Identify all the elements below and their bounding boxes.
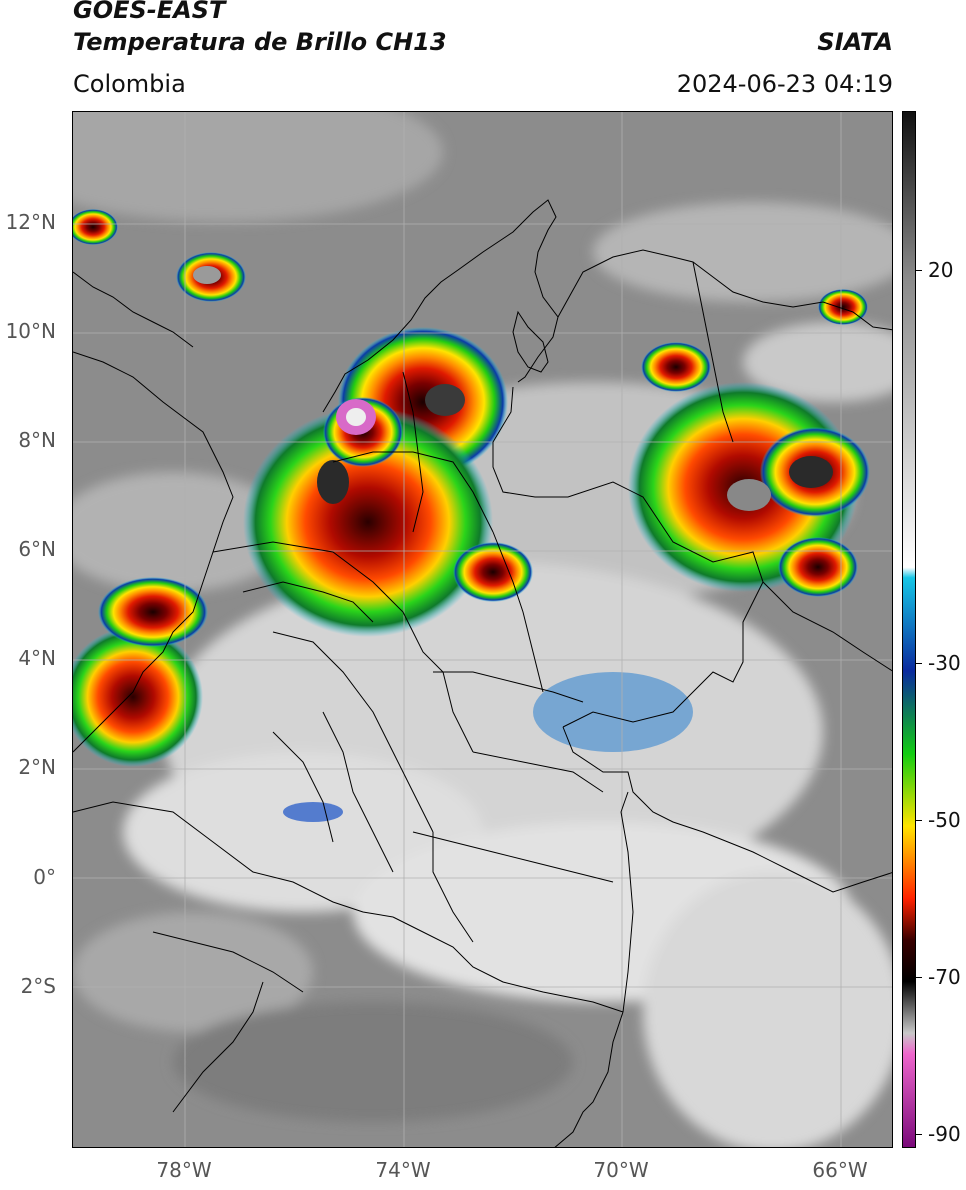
temperature-colorbar <box>902 111 916 1148</box>
peru-inner <box>172 981 264 1113</box>
peru-colombia-border <box>392 916 624 1013</box>
lat-label-4n: 4°N <box>18 646 56 670</box>
caribbean-coastline <box>322 199 559 413</box>
lat-label-10n: 10°N <box>5 319 56 343</box>
cold-cloud-tops <box>193 266 833 511</box>
lon-label-74w: 74°W <box>375 1158 431 1182</box>
dept-line-5 <box>402 371 424 533</box>
colombia-venezuela-border <box>492 386 764 728</box>
lat-label-2s: 2°S <box>20 974 56 998</box>
colorbar-tick <box>916 270 922 271</box>
lon-label-78w: 78°W <box>156 1158 212 1182</box>
colorbar-tick <box>916 820 922 821</box>
title-satellite: GOES-EAST <box>73 0 226 24</box>
colorbar-tick <box>916 1134 922 1135</box>
lon-label-70w: 70°W <box>593 1158 649 1182</box>
venezuela-inner-1 <box>692 261 734 443</box>
dept-line-6 <box>433 671 584 703</box>
lat-label-12n: 12°N <box>5 210 56 234</box>
venezuela-coast <box>557 249 892 331</box>
lat-label-2n: 2°N <box>18 755 56 779</box>
lat-label-6n: 6°N <box>18 537 56 561</box>
dept-line-11 <box>412 831 614 883</box>
title-product: Temperatura de Brillo CH13 <box>73 28 447 56</box>
dept-line-12 <box>432 832 474 943</box>
colorbar-tick <box>916 663 922 664</box>
dept-line-9 <box>272 731 334 843</box>
ecuador-inner <box>152 931 304 993</box>
dept-line-2 <box>272 631 434 833</box>
colorbar-label-minus90: -90 <box>928 1122 961 1146</box>
lat-label-0: 0° <box>33 865 56 889</box>
graticule <box>73 112 892 1147</box>
brazil-colombia-border <box>554 1011 624 1147</box>
pacific-coastline <box>73 351 234 753</box>
lon-label-66w: 66°W <box>812 1158 868 1182</box>
dept-line-3 <box>242 581 374 623</box>
boundary-lines <box>73 199 892 1147</box>
dept-line-1 <box>212 541 474 753</box>
dept-line-10 <box>492 531 544 693</box>
maracaibo-lake <box>512 310 549 373</box>
colorbar-label-20: 20 <box>928 258 954 282</box>
region-label: Colombia <box>73 70 186 98</box>
peru-brazil-border <box>620 791 634 1013</box>
colorbar-label-minus50: -50 <box>928 808 961 832</box>
satellite-map[interactable] <box>72 111 893 1148</box>
brazil-border-east <box>562 726 892 893</box>
colorbar-label-minus70: -70 <box>928 965 961 989</box>
ecuador-colombia-border <box>73 801 394 918</box>
timestamp-label: 2024-06-23 04:19 <box>676 70 893 98</box>
dept-line-8 <box>322 711 394 873</box>
dept-line-4 <box>332 451 494 533</box>
lat-label-8n: 8°N <box>18 428 56 452</box>
dept-line-7 <box>472 751 604 793</box>
venezuela-inner-2 <box>762 581 892 672</box>
brand-label: SIATA <box>817 28 893 56</box>
colorbar-label-minus30: -30 <box>928 651 961 675</box>
convective-cells <box>73 209 870 822</box>
panama-coast <box>73 271 194 348</box>
colorbar-tick <box>916 977 922 978</box>
